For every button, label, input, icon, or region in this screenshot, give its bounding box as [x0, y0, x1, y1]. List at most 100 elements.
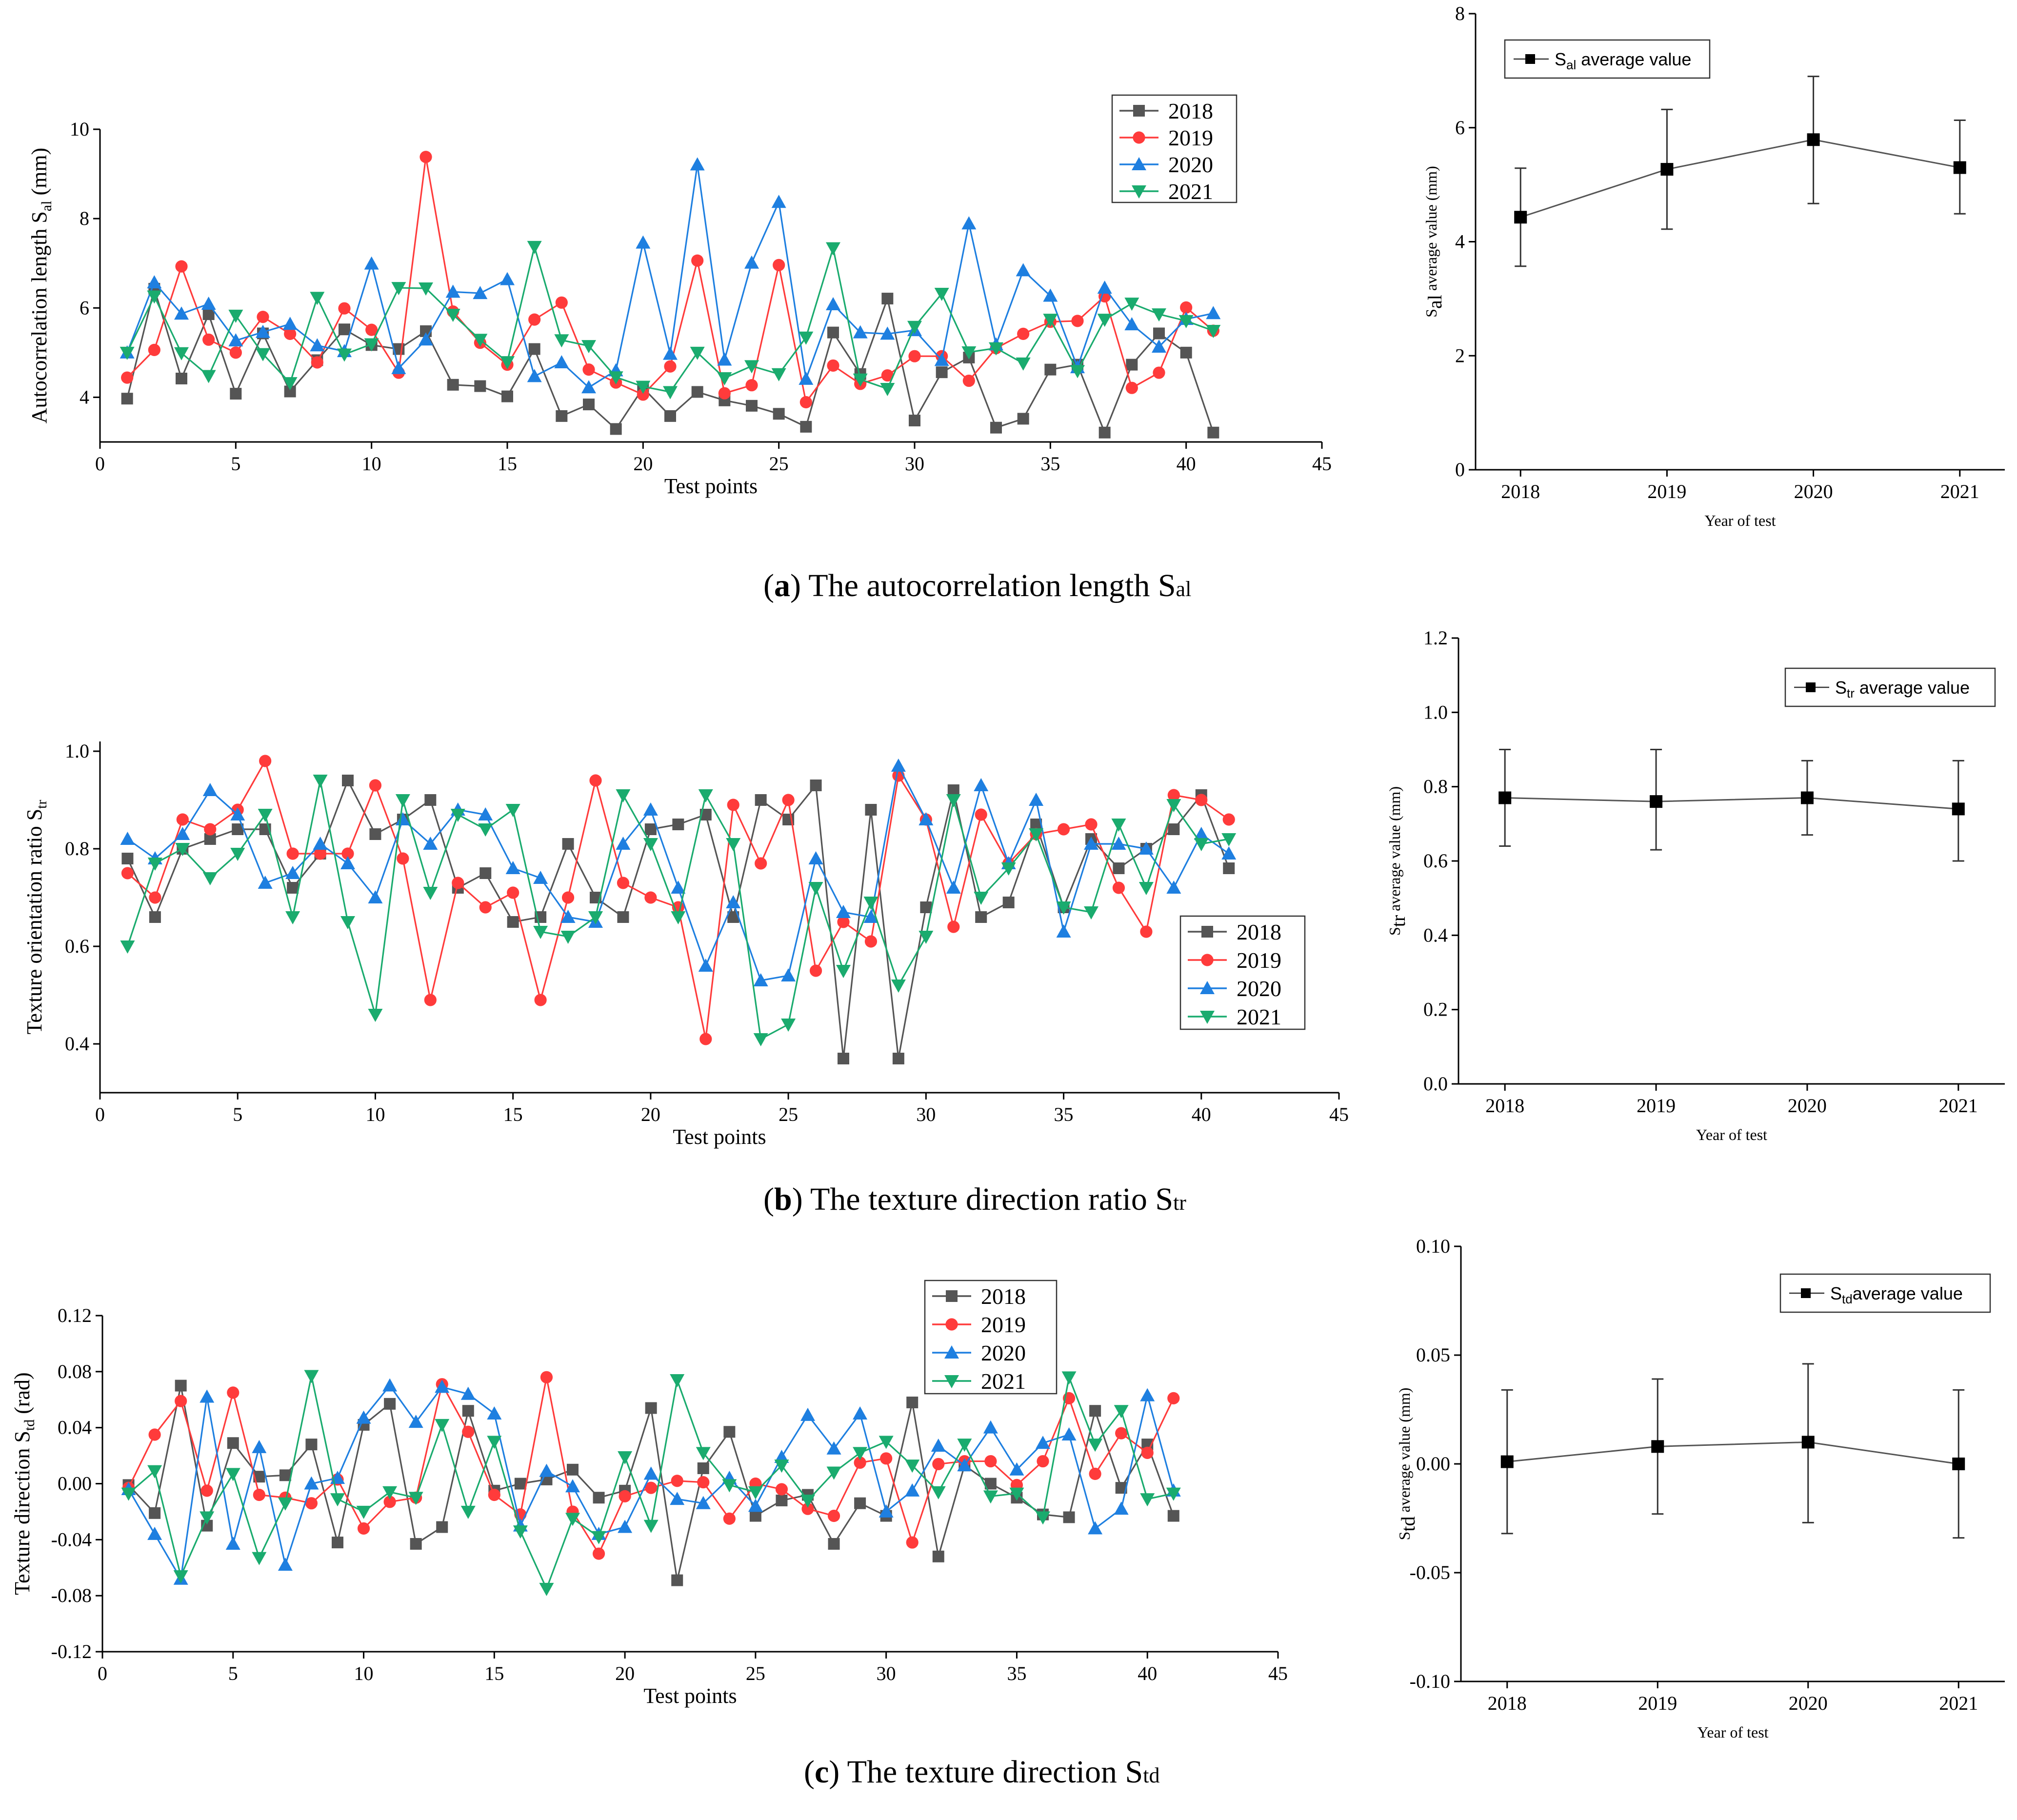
y-tick-label: 0.4: [65, 1033, 89, 1055]
x-axis-label: Test points: [673, 1125, 766, 1149]
legend-label: Sal average value: [1555, 49, 1691, 72]
data-point: [560, 931, 576, 944]
data-point: [1084, 837, 1098, 850]
x-tick-label: 2019: [1638, 1692, 1677, 1714]
y-axis-label-unit: average value (mm): [1386, 786, 1403, 915]
data-point: [975, 911, 987, 923]
data-point: [670, 1374, 685, 1388]
data-point: [1037, 1455, 1049, 1468]
data-point: [1061, 1371, 1077, 1385]
data-point: [445, 284, 460, 298]
data-point: [1070, 365, 1085, 379]
caption-c-letter: c: [815, 1754, 829, 1790]
data-point: [227, 1386, 240, 1399]
data-point: [637, 388, 649, 401]
data-point: [880, 326, 895, 340]
data-point: [663, 346, 678, 360]
data-point: [554, 334, 569, 348]
data-point: [881, 293, 894, 305]
data-point: [726, 895, 741, 908]
data-point: [395, 794, 410, 807]
data-point: [865, 804, 877, 816]
data-point: [974, 778, 989, 791]
data-point: [1167, 1392, 1180, 1404]
data-point: [391, 282, 406, 296]
x-tick-label: 2019: [1637, 1095, 1676, 1117]
chart-texture-direction-by-test-point: -0.12-0.08-0.040.000.040.080.120 5 10 15 20 2…: [10, 1280, 1288, 1708]
data-point: [1152, 339, 1166, 353]
data-point: [341, 847, 354, 860]
data-point: [931, 1486, 946, 1500]
y-axis-label-main: S: [1386, 927, 1403, 936]
y-axis-label-unit: (rad): [10, 1372, 34, 1420]
data-point: [258, 809, 273, 822]
x-tick-label: 20: [641, 1103, 660, 1125]
data-point: [989, 342, 1003, 356]
x-tick-label: 15: [484, 1662, 504, 1684]
data-point: [934, 287, 949, 301]
x-tick-label: 2020: [1788, 1095, 1827, 1117]
data-point: [200, 1389, 215, 1403]
data-point: [836, 965, 851, 978]
data-point: [643, 1466, 659, 1480]
data-point: [1112, 881, 1125, 894]
data-point: [175, 843, 190, 856]
data-point: [1223, 862, 1235, 874]
data-point: [1056, 924, 1071, 938]
data-point: [592, 1547, 605, 1560]
data-point: [1111, 819, 1126, 832]
y-axis-label: Std average value (mm): [1396, 1388, 1419, 1540]
series-line-td: [1507, 1441, 1959, 1465]
data-point: [500, 272, 515, 285]
caption-b-text: The texture direction ratio S: [803, 1181, 1173, 1217]
data-point: [746, 400, 758, 412]
data-point: [974, 892, 989, 905]
data-point: [419, 332, 433, 346]
data-point: [691, 386, 703, 398]
data-point: [1016, 357, 1031, 371]
data-point: [919, 931, 934, 944]
data-point: [808, 882, 823, 895]
legend-label: 2020: [1237, 976, 1281, 1001]
y-tick-label: 4: [80, 386, 89, 408]
data-point: [1097, 314, 1112, 327]
data-point: [356, 1505, 371, 1519]
data-point: [717, 372, 732, 386]
data-point: [284, 327, 297, 340]
data-point: [672, 819, 684, 830]
y-tick-label: 0.2: [1423, 999, 1448, 1020]
y-tick-label: 0.4: [1423, 924, 1448, 946]
data-point: [990, 421, 1002, 434]
x-axis-label: Year of test: [1696, 1126, 1767, 1143]
data-point: [436, 1521, 448, 1533]
data-point: [450, 809, 465, 822]
data-point: [946, 880, 961, 894]
data-point: [554, 355, 569, 369]
data-point: [1660, 163, 1674, 176]
x-tick-label: 10: [365, 1103, 385, 1125]
data-point: [513, 1525, 528, 1539]
legend-marker: [1133, 105, 1145, 117]
caption-c-sub: td: [1143, 1763, 1159, 1787]
caption-b-sub: tr: [1173, 1191, 1186, 1215]
legend-label: 2021: [981, 1369, 1026, 1394]
legend-marker: [944, 1375, 959, 1388]
y-axis-label: Texture direction Std (rad): [10, 1372, 38, 1595]
data-point: [755, 794, 767, 806]
data-point: [643, 1520, 659, 1533]
data-point: [424, 794, 437, 806]
data-point: [810, 780, 822, 791]
chart-texture-direction-average-by-year: -0.10 -0.05 0.00 0.05 0.10 2018 2019 2020 2021 Ye…: [1396, 1235, 2005, 1741]
data-point: [749, 1510, 761, 1522]
data-point: [228, 309, 243, 323]
legend-label: 2020: [1168, 152, 1213, 177]
y-axis-label-main: Autocorrelation length S: [27, 211, 51, 423]
y-axis-label-sub: al: [39, 201, 55, 212]
x-tick-label: 2020: [1789, 1692, 1828, 1714]
x-tick-label: 20: [633, 453, 653, 475]
data-point: [799, 371, 814, 385]
data-point: [880, 1452, 893, 1465]
legend-label-rest: average value: [1855, 678, 1970, 698]
y-tick-label: 6: [80, 297, 89, 319]
data-point: [1153, 327, 1165, 340]
